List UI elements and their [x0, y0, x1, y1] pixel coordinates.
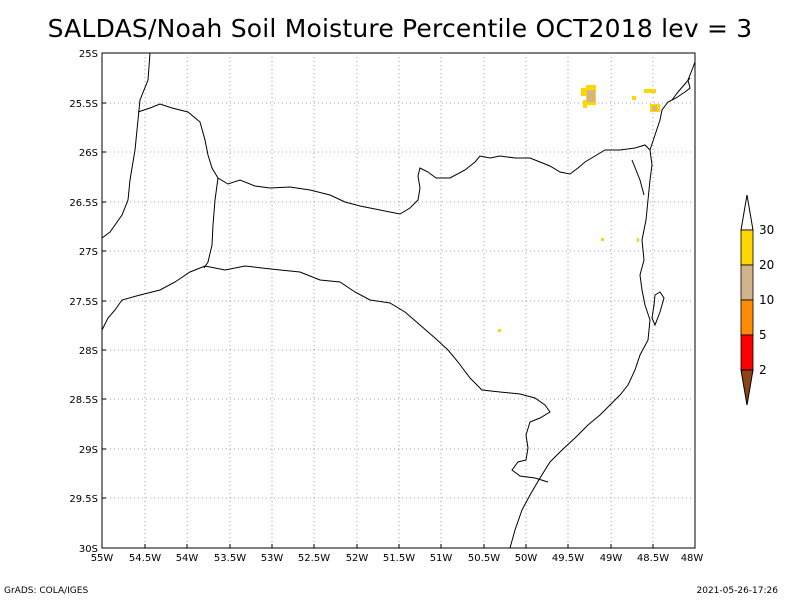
- lon-label: 50W: [515, 553, 538, 564]
- lon-label: 52.5W: [298, 553, 330, 564]
- lon-label: 53.5W: [214, 553, 246, 564]
- lon-label: 54W: [176, 553, 199, 564]
- lon-labels: 55W 54.5W 54W 53.5W 53W 52.5W 52W 51.5W …: [91, 553, 704, 564]
- lat-label: 26S: [79, 148, 98, 159]
- lon-label: 48.5W: [637, 553, 669, 564]
- lat-label: 25.5S: [69, 99, 98, 110]
- boundary-lines: [101, 52, 696, 549]
- lon-label: 55W: [91, 553, 114, 564]
- lon-label: 49.5W: [552, 553, 584, 564]
- lon-label: 54.5W: [129, 553, 161, 564]
- footer-timestamp: 2021-05-26-17:26: [696, 586, 779, 596]
- data-patch: [583, 100, 587, 108]
- axis-ticks: [102, 52, 654, 548]
- data-patch: [581, 88, 587, 96]
- footer-credit: GrADS: COLA/IGES: [4, 586, 89, 596]
- data-patch: [587, 90, 595, 102]
- colorbar-labels: 30 20 10 5 2: [759, 223, 774, 377]
- data-patch: [632, 96, 636, 100]
- colorbar-segment: [740, 264, 754, 301]
- colorbar-top-arrow: [740, 194, 754, 231]
- colorbar-segment: [740, 334, 754, 371]
- coastline: [509, 149, 653, 549]
- lat-label: 25S: [79, 49, 98, 60]
- data-patches: [498, 85, 660, 332]
- map-title: SALDAS/Noah Soil Moisture Percentile OCT…: [47, 14, 753, 43]
- colorbar-label: 20: [759, 258, 774, 272]
- border-uruguay-river: [101, 265, 551, 483]
- lon-label: 50.5W: [468, 553, 500, 564]
- lat-label: 27S: [79, 247, 98, 258]
- data-patch: [637, 238, 639, 242]
- lon-label: 51W: [430, 553, 453, 564]
- lat-labels: 25S 25.5S 26S 26.5S 27S 27.5S 28S 28.5S …: [69, 49, 98, 555]
- lat-label: 26.5S: [69, 198, 98, 209]
- colorbar-label: 5: [759, 328, 767, 342]
- coastline-north: [649, 61, 696, 151]
- lon-label: 51.5W: [383, 553, 415, 564]
- colorbar-segment: [740, 229, 754, 266]
- lat-label: 27.5S: [69, 297, 98, 308]
- lon-label: 53W: [261, 553, 284, 564]
- border-upper-river: [137, 103, 651, 215]
- lat-label: 30S: [79, 544, 98, 555]
- data-patch: [644, 89, 656, 93]
- grid-lines: [102, 53, 695, 548]
- data-patch: [652, 106, 657, 111]
- lat-label: 28.5S: [69, 395, 98, 406]
- colorbar-label: 2: [759, 363, 767, 377]
- lon-label: 49W: [600, 553, 623, 564]
- colorbar-bottom-arrow: [740, 369, 754, 406]
- coastal-lagoon: [631, 159, 645, 196]
- border-argentina-brazil: [101, 52, 151, 239]
- border-interior: [203, 177, 219, 269]
- lat-label: 28S: [79, 346, 98, 357]
- data-patch: [601, 238, 604, 241]
- lat-label: 29.5S: [69, 494, 98, 505]
- lat-label: 29S: [79, 445, 98, 456]
- coastal-island: [651, 291, 665, 327]
- lon-label: 48W: [681, 553, 704, 564]
- map-frame: [101, 52, 696, 549]
- colorbar: [740, 194, 754, 406]
- colorbar-segment: [740, 299, 754, 336]
- colorbar-label: 30: [759, 223, 774, 237]
- bay-shape: [671, 77, 691, 101]
- lon-label: 52W: [346, 553, 369, 564]
- colorbar-label: 10: [759, 293, 774, 307]
- data-patch: [498, 329, 501, 332]
